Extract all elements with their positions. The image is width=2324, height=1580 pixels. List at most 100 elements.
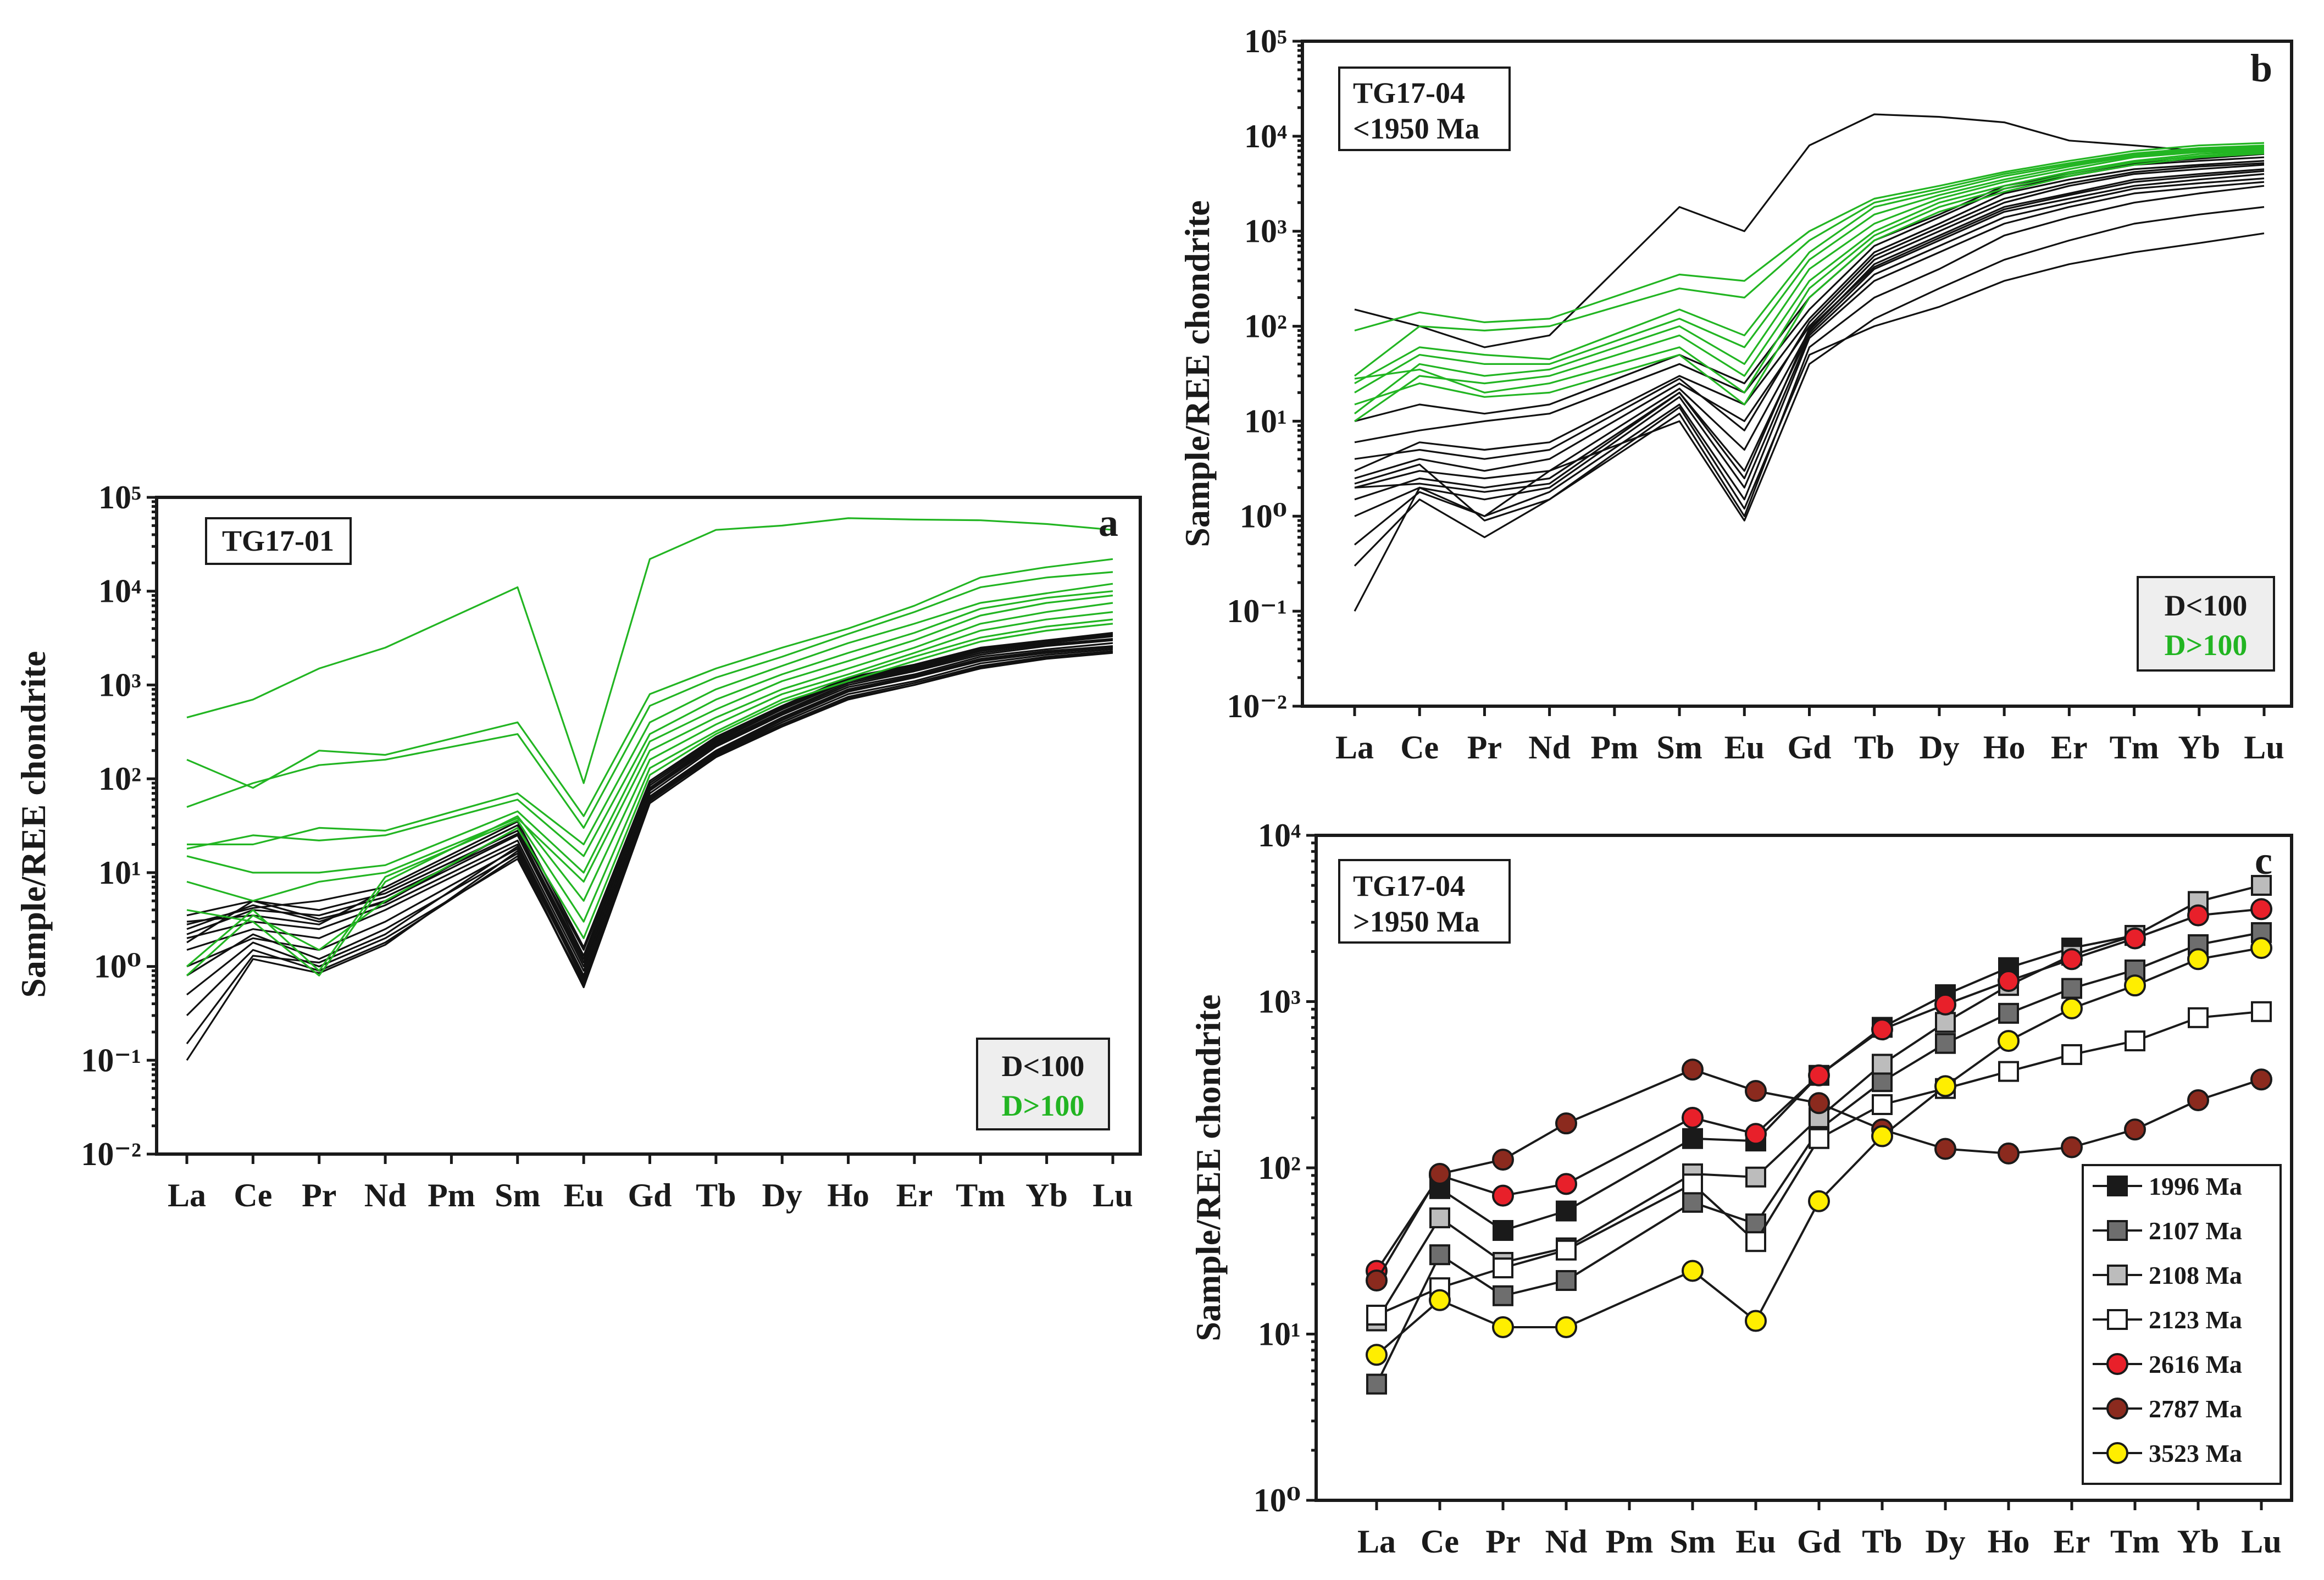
panel-c-point: [1745, 1310, 1767, 1332]
panel-c-xtick-label-er: Er: [2054, 1523, 2090, 1560]
panel-a-legend: D<100 D>100: [976, 1038, 1110, 1130]
panel-c-point: [2187, 1089, 2209, 1112]
panel-c-point: [1366, 1344, 1388, 1366]
panel-c-point: [1872, 1054, 1893, 1075]
panel-b-series-19: [1354, 148, 2265, 414]
panel-b-series-17: [1354, 145, 2265, 384]
panel-b-series-line: [1354, 147, 2265, 393]
panel-c-xtick-label-tb: Tb: [1862, 1523, 1902, 1560]
legend-item-2107-ma: 2107 Ma: [2093, 1217, 2242, 1245]
panel-c-point: [1998, 1002, 2019, 1024]
panel-b-ytick-label: 10⁴: [1244, 118, 1287, 154]
panel-a-ytick-label: 10⁵: [98, 479, 141, 515]
panel-a-xtick-label-gd: Gd: [628, 1177, 672, 1213]
panel-b-xtick-label-gd: Gd: [1787, 729, 1831, 766]
panel-c-point: [2125, 1030, 2145, 1052]
panel-c-sample-label-2: >1950 Ma: [1353, 905, 1479, 938]
panel-b-series-2: [1354, 160, 2265, 472]
panel-b-sample-box: TG17-04 <1950 Ma: [1338, 66, 1511, 151]
panel-b-xtick-label-lu: Lu: [2244, 729, 2284, 766]
panel-c-series-line: [1376, 1010, 2262, 1316]
panel-c-ytick-label: 10⁰: [1253, 1482, 1301, 1518]
panel-a-series-10: [186, 646, 1113, 1045]
panel-a-series-line: [186, 637, 1113, 964]
panel-c-point: [1871, 1018, 1893, 1041]
panel-c-point: [1745, 1123, 1767, 1145]
panel-a-series-3: [186, 642, 1113, 972]
panel-c-point: [1998, 1030, 2020, 1052]
panel-b-ytick-label: 10⁵: [1244, 23, 1287, 59]
panel-b-series-10: [1354, 232, 2265, 522]
panel-c-ytick-label: 10³: [1258, 984, 1301, 1020]
panel-a-xtick-label-la: La: [168, 1177, 206, 1213]
panel-a-chart: 10⁻² 10⁻¹ 10⁰ 10¹ 10² 10³ 10⁴ 10⁵ La Ce Pr Nd Pm Sm E…: [14, 479, 1142, 1213]
panel-a-xtick-label-ho: Ho: [827, 1177, 869, 1213]
panel-b-sample-label-2: <1950 Ma: [1353, 112, 1479, 145]
panel-c-point: [1682, 1191, 1703, 1213]
legend-label: 3523 Ma: [2149, 1439, 2242, 1467]
panel-c-point: [1745, 1080, 1767, 1102]
panel-b-series-line: [1354, 173, 2265, 501]
panel-b-series-5: [1354, 173, 2265, 501]
panel-a-xtick-label-nd: Nd: [364, 1177, 407, 1213]
legend-item-3523-ma: 3523 Ma: [2093, 1439, 2242, 1467]
panel-a-series-line: [186, 646, 1113, 1045]
panel-a-xtick-label-sm: Sm: [495, 1177, 540, 1213]
panel-a-series-line: [187, 583, 1113, 846]
panel-c-ytick-label: 10¹: [1258, 1316, 1301, 1352]
panel-c-point: [1808, 1064, 1830, 1086]
panel-b-legend-d-gt-100: D>100: [2165, 629, 2248, 662]
panel-c-point: [2061, 948, 2083, 971]
panel-c-point: [1682, 1058, 1704, 1081]
panel-b-xtick-label-tb: Tb: [1854, 729, 1894, 766]
panel-b-series-line: [1354, 181, 2265, 546]
legend-marker: [2107, 1220, 2128, 1241]
panel-b-xtick-label-pr: Pr: [1467, 729, 1502, 766]
panel-c-point: [1998, 1061, 2019, 1082]
panel-b-series-line: [1354, 145, 2265, 377]
panel-a-series-line: [186, 651, 1113, 1061]
panel-a-ytick-label: 10¹: [98, 855, 141, 891]
panel-c-point: [1429, 1162, 1451, 1185]
legend-label: 2616 Ma: [2149, 1350, 2242, 1378]
panel-c-xtick-label-eu: Eu: [1735, 1523, 1776, 1560]
panel-a-xtick-label-ce: Ce: [234, 1177, 272, 1213]
panel-c-series-line: [1375, 932, 2262, 1385]
panel-a-series-line: [186, 635, 1113, 960]
panel-a-series-line: [186, 631, 1113, 949]
panel-c-point: [1934, 1075, 1956, 1097]
panel-c-sample-box: TG17-04 >1950 Ma: [1338, 859, 1511, 944]
panel-b-legend-d-lt-100: D<100: [2165, 589, 2248, 622]
legend-label: 2123 Ma: [2149, 1306, 2242, 1334]
panel-a-series-1: [186, 635, 1113, 960]
panel-b-series-8: [1354, 185, 2265, 567]
panel-a-xtick-label-er: Er: [896, 1177, 933, 1213]
panel-c-xtick-label-la: La: [1357, 1523, 1396, 1560]
panel-b-xtick-label-dy: Dy: [1919, 729, 1959, 766]
legend-item-2108-ma: 2108 Ma: [2093, 1261, 2242, 1289]
panel-b-series-line: [1354, 145, 2265, 384]
panel-b-xtick-label-ho: Ho: [1983, 729, 2026, 766]
panel-c-point: [1493, 1257, 1513, 1279]
panel-c-point: [1366, 1373, 1387, 1395]
panel-c-point: [2061, 1136, 2083, 1158]
panel-c-point: [1682, 1260, 1704, 1282]
panel-c-point: [1555, 1316, 1577, 1338]
panel-c-point: [2187, 904, 2209, 927]
panel-a-ylabel: Sample/REE chondrite: [14, 651, 53, 997]
panel-a-series-17: [186, 571, 1113, 829]
panel-b-chart: 10⁻² 10⁻¹ 10⁰ 10¹ 10² 10³ 10⁴ 10⁵ La Ce Pr Nd Pm Sm E…: [1178, 23, 2293, 766]
panel-c-point: [2061, 997, 2083, 1019]
panel-b-series-line: [1354, 170, 2265, 493]
legend-label: 2108 Ma: [2149, 1261, 2242, 1289]
panel-c-point: [1492, 1184, 1514, 1207]
panel-c-xtick-label-pr: Pr: [1485, 1523, 1520, 1560]
panel-a-letter: a: [1099, 501, 1118, 545]
panel-a-ytick-label: 10²: [98, 761, 141, 797]
panel-c-xtick-label-dy: Dy: [1925, 1523, 1965, 1560]
panel-c-point: [1808, 1092, 1830, 1115]
panel-c-point: [1871, 1125, 1893, 1147]
panel-a-ytick-label: 10⁻¹: [81, 1042, 141, 1078]
panel-b-ytick-label: 10⁰: [1240, 498, 1287, 534]
panel-a-ytick-label: 10⁻²: [81, 1136, 141, 1172]
